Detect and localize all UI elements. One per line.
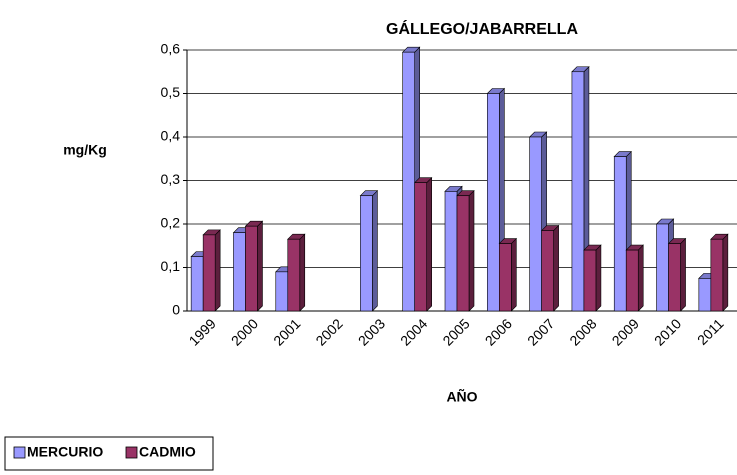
bar xyxy=(583,249,597,312)
bar xyxy=(487,93,500,312)
legend-label: MERCURIO xyxy=(27,444,103,460)
bar-side xyxy=(468,190,475,312)
y-tick-label: 0 xyxy=(172,302,180,318)
x-tick-label: 2006 xyxy=(482,315,515,348)
bar xyxy=(656,223,669,312)
bar xyxy=(245,225,258,312)
bar xyxy=(190,256,204,312)
x-tick-label: 1999 xyxy=(186,315,219,348)
bar xyxy=(275,271,289,312)
bar-side xyxy=(722,233,729,312)
bar xyxy=(541,230,554,312)
bar xyxy=(613,156,627,312)
bar-side xyxy=(595,244,602,312)
bar xyxy=(287,238,301,312)
y-tick-label: 0,3 xyxy=(161,171,181,187)
bar-side xyxy=(637,244,644,312)
bar-side xyxy=(372,190,378,312)
y-tick-label: 0,6 xyxy=(161,41,181,57)
bar xyxy=(233,232,246,312)
y-tick-label: 0,5 xyxy=(161,84,181,100)
bar-side xyxy=(299,233,306,312)
x-tick-label: 2010 xyxy=(651,315,684,348)
bar xyxy=(360,195,373,312)
bar xyxy=(529,136,542,312)
legend-swatch xyxy=(125,446,138,459)
y-axis-label: mg/Kg xyxy=(63,142,107,158)
x-tick-label: 2005 xyxy=(439,315,472,348)
bar xyxy=(456,195,470,312)
bar xyxy=(571,71,585,312)
legend-box xyxy=(4,436,214,471)
bar-side xyxy=(680,237,686,312)
bar xyxy=(625,249,639,312)
x-tick-label: 2003 xyxy=(355,315,388,348)
bar-side xyxy=(426,176,432,312)
bar xyxy=(444,191,458,312)
x-tick-label: 2007 xyxy=(524,315,557,348)
bar-side xyxy=(214,229,221,312)
x-tick-label: 2004 xyxy=(397,315,430,348)
bar-side xyxy=(257,220,263,312)
y-tick-label: 0,1 xyxy=(161,258,181,274)
legend-label: CADMIO xyxy=(139,444,196,460)
bar xyxy=(499,243,512,312)
chart-title: GÁLLEGO/JABARRELLA xyxy=(386,19,578,38)
y-tick-label: 0,2 xyxy=(161,215,181,231)
x-tick-label: 2008 xyxy=(566,315,599,348)
bar xyxy=(402,51,415,312)
x-tick-label: 2000 xyxy=(228,315,261,348)
x-tick-label: 2001 xyxy=(270,315,303,348)
legend-swatch xyxy=(13,446,26,459)
bar xyxy=(668,243,681,312)
bar-side xyxy=(511,237,517,312)
bar xyxy=(710,238,724,312)
y-tick-label: 0,4 xyxy=(161,128,181,144)
x-tick-label: 2009 xyxy=(609,315,642,348)
bar xyxy=(698,278,712,312)
bar xyxy=(414,182,427,312)
x-axis-label: AÑO xyxy=(446,388,477,405)
bar xyxy=(202,234,216,312)
x-tick-label: 2002 xyxy=(312,315,345,348)
x-tick-label: 2011 xyxy=(694,315,727,348)
bar-side xyxy=(553,224,559,312)
